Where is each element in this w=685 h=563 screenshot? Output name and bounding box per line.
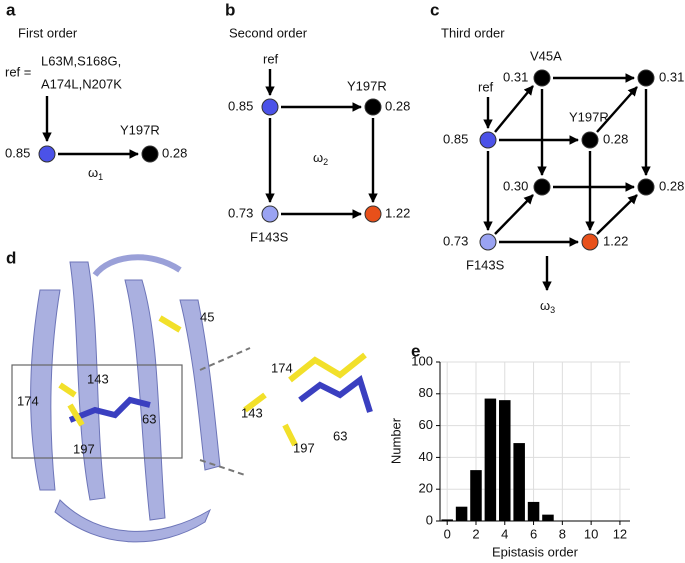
node-value: 0.85 [443, 131, 468, 146]
node [581, 233, 599, 251]
x-tick-label: 6 [530, 526, 537, 541]
x-tick-label: 4 [501, 526, 508, 541]
node [261, 205, 279, 223]
bar [499, 400, 511, 521]
bar [470, 470, 482, 521]
node [637, 178, 655, 196]
bar [484, 398, 497, 521]
y-tick-label: 20 [419, 481, 433, 496]
panel-label: b [225, 0, 235, 19]
x-tick-label: 8 [559, 526, 566, 541]
node-value: 0.31 [503, 69, 528, 84]
node-value: 0.28 [659, 178, 684, 193]
node-value: 1.22 [385, 205, 410, 220]
node-label: Y197R [347, 78, 387, 93]
zoom-line [199, 459, 246, 476]
node [479, 131, 497, 149]
panel-label: a [6, 0, 16, 19]
residue-label: 63 [142, 411, 156, 426]
y-tick-label: 80 [419, 385, 433, 400]
residue-label: 143 [241, 405, 263, 420]
ref-text: ref [263, 51, 279, 66]
omega: ω1 [88, 165, 103, 182]
x-tick-label: 10 [584, 526, 598, 541]
node-value: 0.73 [228, 205, 253, 220]
bar [441, 519, 453, 521]
x-tick-label: 0 [444, 526, 451, 541]
panel-title: Second order [229, 25, 308, 40]
node-value: 0.31 [659, 69, 684, 84]
omega: ω2 [313, 150, 328, 167]
node-value: 0.28 [603, 131, 628, 146]
node-value: 0.85 [228, 98, 253, 113]
y-tick-label: 100 [411, 353, 433, 368]
y-tick-label: 0 [426, 512, 433, 527]
zoom-box [11, 364, 183, 459]
y-tick-label: 60 [419, 417, 433, 432]
bar [527, 501, 540, 521]
node-label: V45A [530, 48, 562, 63]
node-value: 0.30 [503, 178, 528, 193]
node-value: 0.28 [385, 98, 410, 113]
residue-label: 174 [271, 360, 293, 375]
panel-label: d [6, 248, 16, 267]
bar [542, 514, 554, 521]
node-value: 0.85 [5, 145, 30, 160]
node [364, 205, 382, 223]
node [261, 98, 279, 116]
node-value: 0.73 [443, 233, 468, 248]
y-axis-label: Number [388, 417, 403, 464]
panel-label: c [430, 0, 439, 19]
node [141, 145, 159, 163]
node-value: 1.22 [603, 233, 628, 248]
node [533, 69, 551, 87]
node [581, 131, 599, 149]
x-axis-label: Epistasis order [492, 544, 579, 559]
residue-label: 45 [200, 309, 214, 324]
node-label: Y197R [569, 109, 609, 124]
arrows [483, 73, 651, 291]
residue-label: 143 [87, 371, 109, 386]
panel-title: Third order [441, 25, 505, 40]
y-tick-label: 40 [419, 449, 433, 464]
panel-title: First order [18, 25, 78, 40]
node [38, 145, 56, 163]
protein-structure [30, 254, 221, 543]
ref-text: L63M,S168G, [41, 53, 121, 68]
ligand [58, 315, 373, 447]
residue-label: 174 [17, 393, 39, 408]
panel-label: e [411, 341, 420, 360]
ref-prefix: ref = [5, 64, 31, 79]
node-label: F143S [250, 229, 289, 244]
residue-label: 197 [293, 440, 315, 455]
x-tick-label: 12 [613, 526, 627, 541]
omega: ω3 [540, 298, 555, 315]
x-tick-label: 2 [472, 526, 479, 541]
node [479, 233, 497, 251]
bar [455, 506, 468, 521]
node-label: F143S [466, 257, 505, 272]
residue-label: 63 [333, 428, 347, 443]
node-value: 0.28 [162, 145, 187, 160]
ref-text: ref [478, 79, 494, 94]
ref-text: A174L,N207K [41, 76, 122, 91]
node-label: Y197R [120, 122, 160, 137]
residue-label: 197 [73, 441, 95, 456]
node [364, 98, 382, 116]
bar [513, 443, 525, 521]
zoom-line [199, 347, 251, 371]
node [637, 69, 655, 87]
node [533, 178, 551, 196]
